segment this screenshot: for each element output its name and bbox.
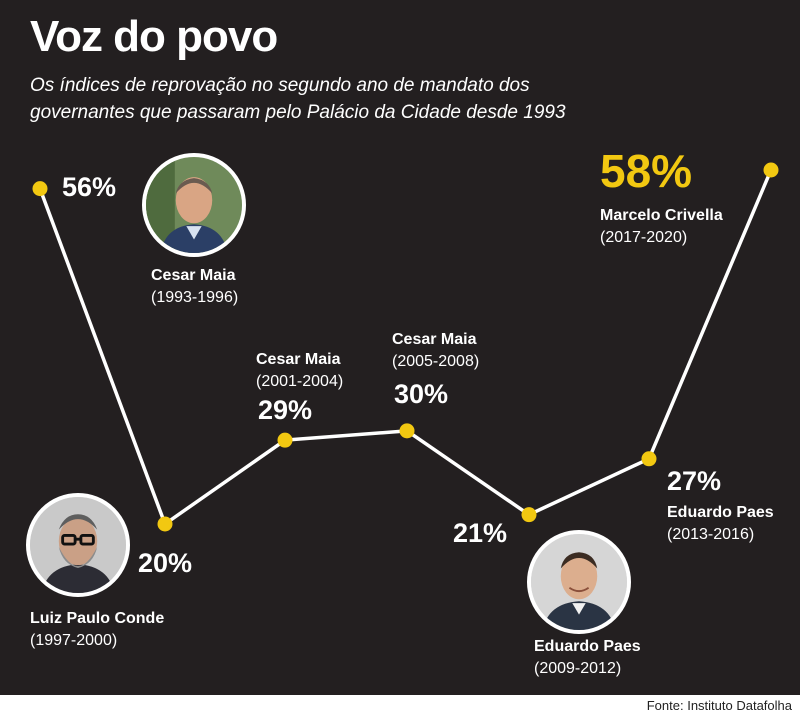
mandate-period-2: (1997-2000) — [30, 632, 118, 649]
luiz-paulo-conde-photo — [26, 493, 130, 597]
mandate-name-5: Eduardo Paes — [534, 638, 641, 655]
mandate-label-3: Cesar Maia (2001-2004) — [256, 349, 343, 393]
mandate-label-6: Eduardo Paes (2013-2016) — [667, 502, 774, 546]
chart-title: Voz do povo — [30, 12, 278, 61]
chart-panel — [0, 0, 800, 695]
mandate-name-6: Eduardo Paes — [667, 504, 774, 521]
data-point-2 — [157, 516, 173, 532]
value-label-5: 21% — [453, 518, 508, 548]
cesar-maia-photo — [142, 153, 246, 257]
mandate-period-5: (2009-2012) — [534, 660, 622, 677]
mandate-period-1: (1993-1996) — [151, 289, 239, 306]
mandate-label-7: Marcelo Crivella (2017-2020) — [600, 205, 723, 249]
mandate-name-1: Cesar Maia — [151, 267, 236, 284]
data-point-1 — [32, 181, 48, 197]
data-point-7 — [763, 162, 779, 178]
value-label-7: 58% — [600, 145, 693, 197]
chart-subtitle: Os índices de reprovação no segundo ano … — [30, 75, 566, 123]
mandate-period-7: (2017-2020) — [600, 229, 688, 246]
mandate-period-6: (2013-2016) — [667, 526, 755, 543]
mandate-label-1: Cesar Maia (1993-1996) — [151, 265, 238, 309]
mandate-label-4: Cesar Maia (2005-2008) — [392, 329, 479, 373]
mandate-name-4: Cesar Maia — [392, 331, 477, 348]
data-point-3 — [277, 432, 293, 448]
value-label-6: 27% — [667, 466, 722, 496]
mandate-label-5: Eduardo Paes (2009-2012) — [534, 636, 641, 680]
data-point-5 — [521, 507, 537, 523]
value-label-4: 30% — [394, 379, 449, 409]
mandate-name-3: Cesar Maia — [256, 351, 341, 368]
mandate-name-2: Luiz Paulo Conde — [30, 610, 165, 627]
data-markers — [32, 162, 779, 532]
value-label-2: 20% — [138, 548, 193, 578]
data-point-6 — [641, 451, 657, 467]
line-chart — [32, 162, 779, 532]
mandate-period-4: (2005-2008) — [392, 353, 480, 370]
value-label-1: 56% — [62, 172, 117, 202]
data-point-4 — [399, 423, 415, 439]
value-label-3: 29% — [258, 395, 313, 425]
mandate-period-3: (2001-2004) — [256, 373, 344, 390]
source-note: Fonte: Instituto Datafolha — [646, 698, 792, 713]
mandate-label-2: Luiz Paulo Conde (1997-2000) — [30, 608, 164, 652]
eduardo-paes-photo — [527, 530, 631, 634]
mandate-name-7: Marcelo Crivella — [600, 207, 723, 224]
